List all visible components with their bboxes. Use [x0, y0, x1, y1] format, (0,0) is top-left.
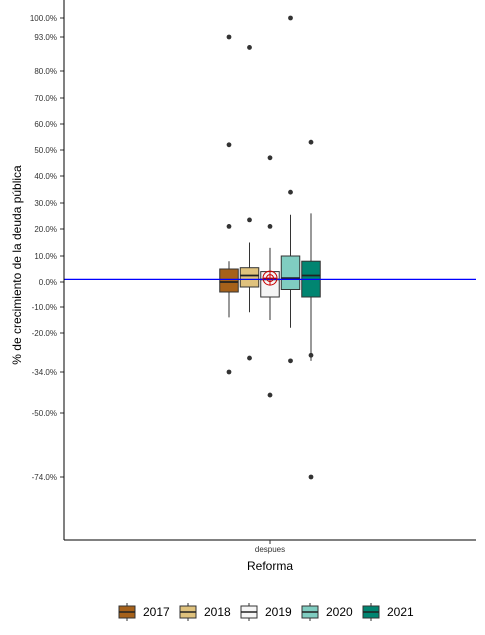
y-tick-label: 40.0%	[34, 172, 57, 181]
y-tick-label: 30.0%	[34, 199, 57, 208]
y-tick-label: 60.0%	[34, 120, 57, 129]
y-axis-title: % de crecimiento de la deuda pública	[10, 165, 24, 365]
y-tick-label: -20.0%	[32, 329, 57, 338]
box-iqr	[239, 267, 260, 288]
outlier-point	[288, 15, 293, 21]
outlier-point	[267, 155, 273, 161]
y-tick-label: 0.0%	[39, 278, 57, 287]
y-tick-label: 50.0%	[34, 146, 57, 155]
legend-item-2017: 2017	[118, 603, 170, 621]
reference-lines	[64, 270, 476, 286]
outlier-point	[267, 392, 273, 398]
legend-item-2020: 2020	[301, 603, 353, 621]
outlier-point	[247, 355, 252, 361]
outlier-point	[308, 139, 314, 145]
y-tick-label: -50.0%	[32, 409, 57, 418]
y-tick-label: 93.0%	[34, 33, 57, 42]
y-tick-label: -74.0%	[32, 473, 57, 482]
outlier-point	[267, 224, 273, 229]
y-tick-label: 80.0%	[34, 67, 57, 76]
box-iqr	[280, 255, 301, 290]
box-iqr	[219, 268, 239, 293]
y-tick-label: 20.0%	[34, 225, 57, 234]
outlier-point	[226, 369, 232, 375]
legend: 2017 2018 2019 2020 2021	[118, 603, 414, 621]
outlier-point	[226, 34, 232, 40]
box-series-group	[219, 15, 321, 480]
legend-label: 2018	[204, 605, 231, 619]
outlier-point	[308, 474, 314, 480]
y-tick-label: -10.0%	[32, 303, 57, 312]
outlier-point	[226, 224, 232, 229]
legend-item-2021: 2021	[362, 603, 414, 621]
legend-item-2019: 2019	[240, 603, 292, 621]
x-axis-title: Reforma	[247, 559, 293, 573]
outlier-point	[226, 142, 232, 148]
x-tick-label: despues	[255, 545, 285, 554]
box-series-2021	[301, 139, 321, 480]
mean-marker	[262, 270, 278, 286]
outlier-point	[247, 217, 252, 223]
outlier-point	[308, 352, 314, 358]
legend-label: 2021	[387, 605, 414, 619]
box-series-2017	[219, 34, 239, 375]
y-tick-label: -34.0%	[32, 368, 57, 377]
legend-item-2018: 2018	[179, 603, 231, 621]
y-axis-ticks: 100.0% 93.0% 80.0% 70.0% 60.0% 50.0% 40.0% 30.0…	[30, 14, 64, 482]
box-series-2018	[239, 45, 260, 361]
legend-label: 2017	[143, 605, 170, 619]
y-tick-label: 70.0%	[34, 94, 57, 103]
box-series-2020	[280, 15, 301, 364]
y-tick-label: 100.0%	[30, 14, 57, 23]
legend-label: 2019	[265, 605, 292, 619]
outlier-point	[288, 358, 293, 364]
legend-label: 2020	[326, 605, 353, 619]
outlier-point	[288, 189, 293, 195]
y-tick-label: 10.0%	[34, 252, 57, 261]
outlier-point	[247, 45, 252, 50]
